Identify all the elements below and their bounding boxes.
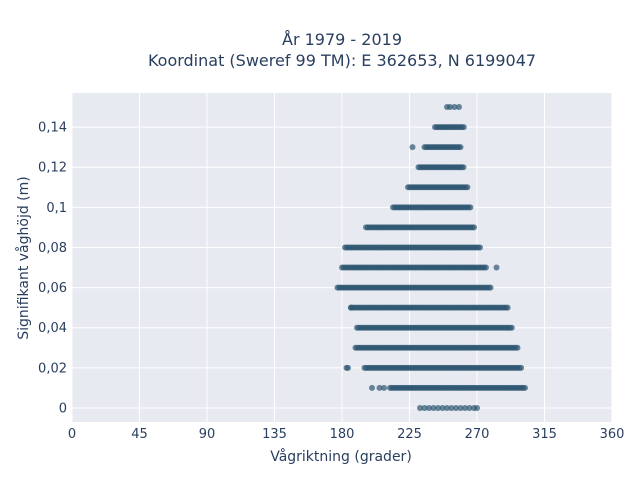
x-tick-label: 315 bbox=[532, 427, 557, 442]
data-point bbox=[483, 264, 489, 271]
data-point bbox=[456, 104, 462, 111]
data-point bbox=[348, 304, 354, 311]
data-point bbox=[518, 364, 525, 371]
data-point bbox=[477, 244, 483, 251]
x-tick-label: 135 bbox=[262, 427, 287, 442]
data-point bbox=[464, 184, 471, 191]
scatter-band bbox=[361, 364, 525, 371]
y-tick-label: 0,08 bbox=[38, 241, 67, 256]
scatter-band bbox=[387, 384, 528, 391]
data-point bbox=[460, 164, 467, 171]
data-point bbox=[421, 404, 428, 411]
data-point bbox=[435, 404, 441, 411]
data-point bbox=[439, 404, 446, 411]
data-point bbox=[457, 404, 464, 411]
y-tick-label: 0,12 bbox=[38, 161, 67, 176]
data-point bbox=[514, 344, 521, 351]
x-tick-label: 360 bbox=[600, 427, 625, 442]
data-point bbox=[471, 224, 477, 231]
data-point bbox=[426, 404, 432, 411]
y-tick-label: 0 bbox=[59, 401, 67, 416]
x-tick-label: 225 bbox=[397, 427, 422, 442]
y-axis-ticks: 0 0,02 0,04 0,06 0,08 0,1 0,12 0,14 bbox=[38, 121, 67, 417]
x-axis-title: Vågriktning (grader) bbox=[270, 448, 412, 465]
scatter-band bbox=[432, 124, 467, 131]
x-tick-label: 0 bbox=[68, 427, 76, 442]
data-point bbox=[493, 264, 500, 271]
scatter-band bbox=[421, 144, 464, 151]
y-tick-label: 0,14 bbox=[38, 121, 67, 136]
chart-title-line-2: Koordinat (Sweref 99 TM): E 362653, N 61… bbox=[148, 51, 536, 70]
scatter-band bbox=[339, 264, 489, 271]
data-point bbox=[381, 384, 387, 391]
data-point bbox=[460, 124, 467, 131]
data-point bbox=[474, 404, 480, 411]
data-points bbox=[334, 104, 528, 411]
data-point bbox=[345, 364, 351, 371]
x-axis-ticks: 0 45 90 135 180 225 270 315 360 bbox=[68, 427, 625, 442]
scatter-band bbox=[363, 224, 477, 231]
y-tick-label: 0,02 bbox=[38, 361, 67, 376]
data-point bbox=[430, 404, 437, 411]
scatter-band bbox=[354, 324, 515, 331]
scatter-band bbox=[342, 244, 483, 251]
data-point bbox=[522, 384, 528, 391]
data-point bbox=[448, 404, 455, 411]
y-tick-label: 0,06 bbox=[38, 281, 67, 296]
data-point bbox=[444, 404, 450, 411]
x-tick-label: 90 bbox=[199, 427, 216, 442]
x-tick-label: 270 bbox=[465, 427, 490, 442]
data-point bbox=[487, 284, 494, 291]
y-tick-label: 0,1 bbox=[46, 201, 67, 216]
data-point bbox=[369, 384, 375, 391]
data-point bbox=[508, 324, 515, 331]
scatter-band bbox=[390, 204, 474, 211]
x-tick-label: 180 bbox=[330, 427, 355, 442]
scatter-band bbox=[334, 284, 494, 291]
data-point bbox=[462, 404, 468, 411]
data-point bbox=[417, 404, 423, 411]
data-point bbox=[457, 144, 464, 151]
data-point bbox=[451, 104, 458, 111]
scatter-band bbox=[352, 344, 521, 351]
chart-title-line-1: År 1979 - 2019 bbox=[282, 30, 402, 49]
scatter-band bbox=[405, 184, 471, 191]
scatter-band bbox=[348, 304, 511, 311]
grid-lines bbox=[71, 93, 613, 422]
y-tick-label: 0,04 bbox=[38, 321, 67, 336]
data-point bbox=[376, 384, 383, 391]
scatter-band bbox=[415, 164, 467, 171]
data-point bbox=[453, 404, 459, 411]
scatter-band bbox=[417, 404, 477, 411]
data-point bbox=[444, 104, 450, 111]
y-axis-title: Signifikant våghöjd (m) bbox=[15, 176, 32, 339]
data-point bbox=[467, 204, 474, 211]
data-point bbox=[504, 304, 511, 311]
data-point bbox=[409, 144, 416, 151]
data-point bbox=[466, 404, 473, 411]
x-tick-label: 45 bbox=[131, 427, 148, 442]
